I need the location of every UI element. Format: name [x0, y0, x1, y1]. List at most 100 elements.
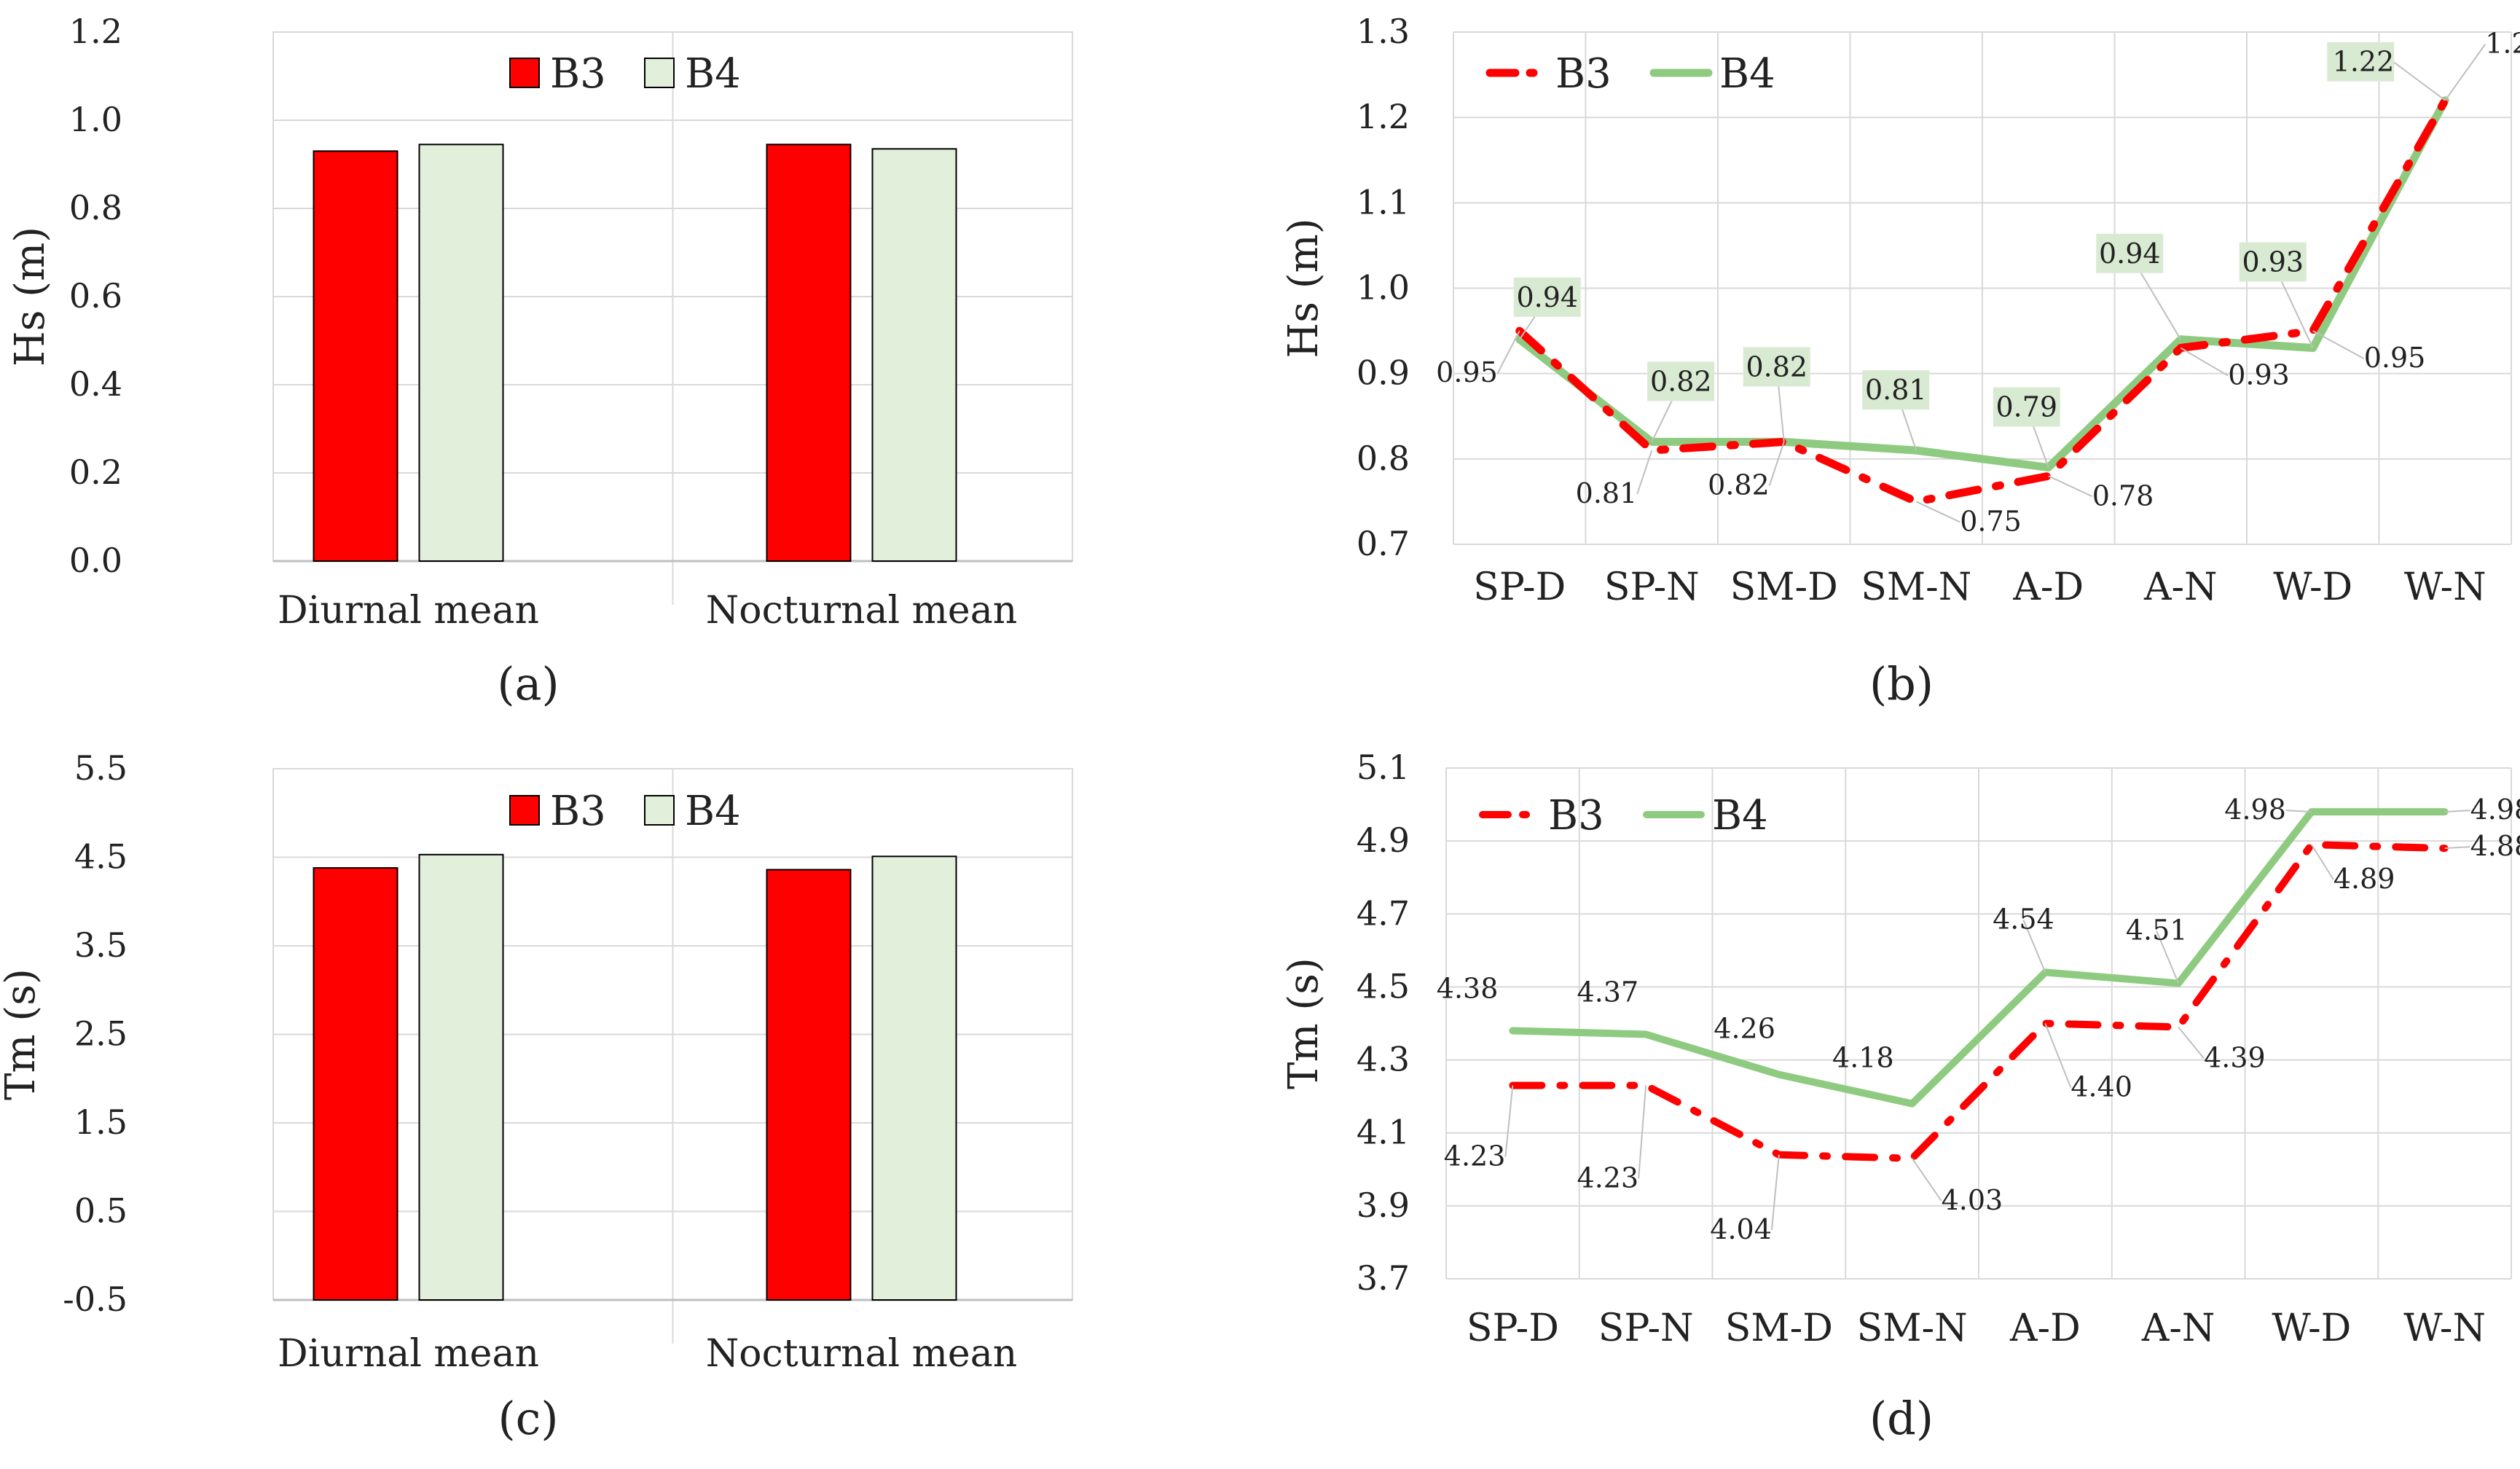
y-tick-label: 1.2 — [69, 12, 122, 51]
label-leader-line — [2044, 1023, 2072, 1088]
data-label-b4: 4.51 — [2126, 914, 2188, 946]
series-line-b3 — [1509, 841, 2449, 1162]
series-line-b4 — [1509, 808, 2449, 1108]
data-label-b4: 0.82 — [1650, 365, 1712, 397]
chart-panel-2: 0.7 0.8 0.9 1.0 1.1 1.2 1.3 Hs (m) SP-D SP-N SM-D S… — [1280, 12, 2520, 710]
data-label-b3: 4.23 — [1577, 1162, 1639, 1194]
x-category-label: SM-D — [1725, 1307, 1833, 1350]
label-leader-line — [1504, 1085, 1514, 1157]
series-line-b3 — [1515, 96, 2449, 506]
x-category-label: A-D — [2012, 565, 2084, 609]
data-label-b4: 0.94 — [2099, 238, 2161, 270]
label-leader-line — [2022, 920, 2046, 973]
chart-panel-3: -0.5 0.5 1.5 2.5 3.5 4.5 5.5 Tm (s) Diurnal mean… — [0, 748, 1073, 1445]
legend-label-b4: B4 — [685, 788, 741, 835]
bar-b4-nocturnal — [871, 855, 957, 1301]
y-tick-label: 3.9 — [1357, 1186, 1410, 1225]
y-tick-label: 1.3 — [1357, 12, 1410, 51]
y-tick-label: 0.2 — [69, 453, 122, 492]
bar-b3-nocturnal — [766, 144, 852, 562]
data-label-b4: 0.81 — [1865, 374, 1927, 406]
data-label-b3: 4.89 — [2333, 863, 2395, 895]
y-tick-label: 0.7 — [1357, 524, 1410, 563]
x-category-label: SP-N — [1598, 1307, 1694, 1350]
label-leader-line — [2311, 844, 2334, 880]
y-tick-label: 0.8 — [1357, 439, 1410, 478]
data-label-box — [1862, 370, 1930, 410]
data-label-box — [1743, 347, 1810, 387]
y-tick-label: 4.5 — [74, 837, 127, 877]
label-leader-line — [1496, 330, 1520, 374]
data-label-b3: 4.03 — [1942, 1184, 2003, 1216]
y-tick-label: 3.5 — [74, 925, 127, 965]
legend-swatch-b3 — [509, 795, 540, 826]
x-category-label: Diurnal mean — [278, 1332, 539, 1376]
y-tick-label: 0.0 — [69, 541, 122, 580]
chart-panel-1: 0.0 0.2 0.4 0.6 0.8 1.0 1.2 Hs (m) Diurnal mean N… — [7, 12, 1073, 710]
panel-label: (b) — [1869, 657, 1934, 710]
label-leader-line — [2444, 846, 2470, 850]
data-label-b3: 0.82 — [1708, 469, 1770, 501]
x-category-label: A-D — [2009, 1307, 2081, 1350]
data-label-box — [2096, 233, 2164, 273]
x-category-label: SM-D — [1730, 565, 1838, 609]
y-tick-label: 3.7 — [1357, 1258, 1410, 1298]
x-category-label: W-N — [2404, 565, 2486, 609]
y-tick-label: 4.5 — [1357, 966, 1410, 1006]
y-tick-label: 0.6 — [69, 276, 122, 316]
panel-label: (d) — [1869, 1392, 1934, 1445]
data-label-box — [1647, 361, 1715, 401]
label-leader-line — [2285, 810, 2312, 813]
x-category-label: Nocturnal mean — [706, 589, 1017, 632]
y-tick-label: 4.9 — [1357, 820, 1410, 860]
label-leader-line — [2048, 475, 2093, 498]
legend-label-b3: B3 — [1555, 50, 1612, 98]
legend-label-b3: B3 — [550, 788, 606, 835]
data-label-b4: 0.79 — [1995, 391, 2057, 423]
y-tick-label: 0.8 — [69, 188, 122, 227]
data-label-b3: 4.40 — [2070, 1071, 2132, 1103]
data-label-b3: 0.78 — [2092, 479, 2154, 512]
y-axis-label: Hs (m) — [7, 227, 54, 367]
x-category-label: SP-D — [1467, 1307, 1559, 1350]
y-tick-label: 0.9 — [1357, 353, 1410, 393]
data-label-b4: 4.38 — [1437, 973, 1499, 1005]
label-leader-line — [2156, 931, 2180, 984]
label-leader-line — [2393, 61, 2446, 101]
y-axis-label: Tm (s) — [0, 968, 44, 1100]
data-label-box — [1513, 277, 1581, 317]
label-leader-line — [1911, 1158, 1942, 1202]
x-category-label: W-D — [2273, 565, 2352, 609]
data-label-b3: 1.24 — [2485, 28, 2520, 60]
bar-b4-diurnal — [418, 853, 504, 1301]
x-category-label: W-D — [2272, 1307, 2351, 1350]
legend-label-b4: B4 — [1712, 792, 1768, 839]
y-tick-label: 5.5 — [74, 748, 127, 788]
data-label-b4: 4.26 — [1714, 1013, 1775, 1045]
data-label-b3: 0.75 — [1960, 505, 2022, 537]
y-tick-label: 1.0 — [1357, 268, 1410, 307]
legend-label-b4: B4 — [1719, 50, 1775, 98]
data-label-b3: 0.93 — [2228, 359, 2290, 391]
y-tick-label: -0.5 — [63, 1280, 127, 1319]
y-tick-label: 4.1 — [1357, 1113, 1410, 1152]
label-leader-line — [2180, 347, 2229, 377]
label-leader-line — [1636, 450, 1653, 495]
y-axis-label: Hs (m) — [1280, 218, 1327, 358]
legend-swatch-b3 — [509, 58, 540, 88]
data-label-b4: 4.98 — [2224, 794, 2286, 826]
y-tick-label: 1.5 — [74, 1102, 127, 1142]
label-leader-line — [2312, 330, 2365, 359]
bar-b3-diurnal — [313, 867, 399, 1301]
y-tick-label: 0.5 — [74, 1191, 127, 1231]
series-line-b4 — [1515, 96, 2449, 472]
x-category-label: SM-N — [1857, 1307, 1968, 1350]
x-category-label: SP-D — [1473, 565, 1566, 609]
label-leader-line — [2444, 810, 2470, 813]
data-label-box — [2239, 242, 2307, 282]
legend-label-b3: B3 — [1548, 792, 1604, 839]
data-label-b4: 1.22 — [2333, 46, 2395, 78]
x-category-label: W-N — [2403, 1307, 2486, 1350]
y-tick-label: 5.1 — [1357, 748, 1410, 787]
y-tick-label: 2.5 — [74, 1014, 127, 1054]
